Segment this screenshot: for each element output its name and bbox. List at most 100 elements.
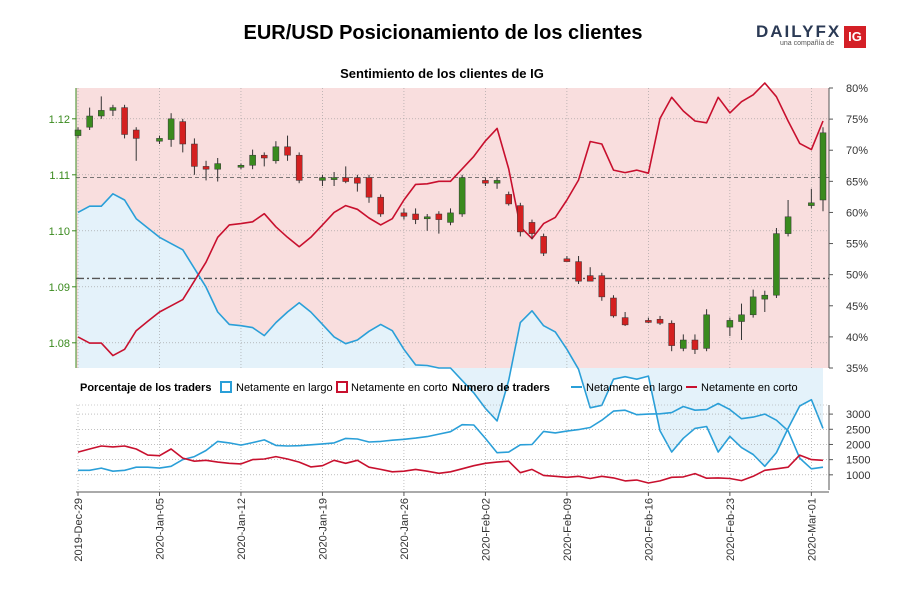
legend: Porcentaje de los traders Netamente en l… [80, 381, 798, 394]
percent-tick-label: 60% [846, 207, 868, 219]
traders-tick-label: 1500 [846, 455, 870, 467]
long-zone-background [78, 193, 823, 467]
percent-tick-label: 50% [846, 270, 868, 282]
percent-tick-label: 55% [846, 239, 868, 251]
candle-body [691, 339, 699, 350]
percent-tick-label: 45% [846, 301, 868, 313]
series-line-num-long [78, 402, 824, 473]
ig-logo-icon: IG [844, 26, 866, 48]
logo-brand-text: DAILYFX [756, 22, 842, 41]
date-tick-label: 2020-Feb-09 [562, 498, 574, 561]
candle-body [98, 110, 105, 117]
candle-body [377, 196, 384, 215]
price-tick-label: 1.10 [49, 226, 70, 238]
candle-body [773, 233, 780, 296]
chart-subtitle: Sentimiento de los clientes de IG [340, 66, 544, 81]
candle-body [505, 194, 512, 205]
legend-swatch-pct-long [220, 381, 232, 393]
price-tick-label: 1.11 [49, 170, 70, 182]
traders-tick-label: 2500 [846, 424, 870, 436]
series-line-pct-long [77, 193, 824, 468]
price-tick-label: 1.09 [49, 282, 70, 294]
candle-body [74, 129, 82, 136]
candle-body [167, 118, 175, 140]
candle-body [354, 177, 361, 184]
candle-body [447, 212, 454, 223]
price-tick-label: 1.12 [49, 114, 70, 126]
candle-body [319, 177, 326, 181]
date-tick-label: 2020-Feb-23 [725, 498, 737, 561]
candle-body [621, 317, 629, 326]
candle-body [703, 314, 710, 349]
candle-body [656, 319, 664, 324]
candle-body [295, 154, 303, 181]
candle-body [784, 216, 792, 234]
candle-body [761, 294, 769, 300]
date-axis: 2019-Dec-29 2020-Jan-05 2020-Jan-12 2020-Ja… [73, 491, 829, 562]
traders-tick-label: 1000 [846, 470, 870, 482]
candle-body [202, 166, 210, 170]
traders-tick-label: 3000 [846, 409, 870, 421]
candle-body [423, 216, 431, 220]
percent-tick-label: 40% [846, 332, 868, 344]
candle-body [517, 205, 524, 233]
page-title: EUR/USD Posicionamiento de los clientes [243, 22, 643, 44]
legend-label-num-long: Netamente en largo [586, 382, 683, 394]
candle-body [749, 296, 757, 316]
candle-body [435, 213, 443, 220]
candle-body [808, 202, 815, 206]
percent-tick-label: 80% [846, 83, 868, 95]
candle-body [191, 143, 198, 167]
percent-tick-label: 35% [846, 363, 868, 375]
candle-body [330, 177, 338, 180]
candle-body [645, 320, 652, 323]
traders-tick-label: 2000 [846, 439, 870, 451]
candle-body [237, 165, 245, 168]
traders-count-panel: 1000 1500 2000 2500 3000 [76, 402, 870, 490]
legend-label-num-short: Netamente en corto [701, 382, 798, 394]
candle-body [528, 222, 536, 234]
dailyfx-logo: DAILYFX una compañía de IG [756, 22, 868, 52]
price-tick-label: 1.08 [49, 338, 70, 350]
candle-body [598, 275, 606, 298]
candle-body [156, 138, 163, 142]
candle-body [365, 177, 373, 198]
candle-body [563, 258, 571, 262]
candle-body [261, 154, 268, 159]
series-line-num-short [77, 445, 824, 484]
price-sentiment-panel: 1.08 1.09 1.10 1.11 1.12 35% 40% 45% 50% 55% 60% 65… [49, 82, 868, 468]
candle-body [610, 297, 617, 317]
candle-body [726, 320, 734, 328]
date-tick-label: 2020-Mar-01 [806, 498, 818, 561]
candle-body [482, 180, 489, 184]
legend-title-percentage: Porcentaje de los traders [80, 382, 211, 394]
candle-body [342, 177, 349, 182]
percent-tick-label: 75% [846, 114, 868, 126]
legend-title-number: Numero de traders [452, 382, 550, 394]
candle-body [249, 154, 256, 166]
candle-body [586, 275, 594, 282]
candle-body [819, 132, 827, 201]
candle-body [668, 322, 675, 346]
percent-tick-label: 70% [846, 145, 868, 157]
candle-body [493, 180, 501, 184]
legend-swatch-pct-short [336, 381, 348, 393]
candle-body [179, 121, 187, 145]
date-tick-label: 2019-Dec-29 [73, 498, 85, 562]
candle-body [738, 314, 745, 322]
candle-body [132, 129, 140, 139]
candle-body [458, 177, 466, 215]
candle-body [109, 107, 117, 111]
date-tick-label: 2020-Jan-05 [154, 498, 166, 560]
series-line-pct-short [77, 82, 824, 357]
candle-body [400, 212, 408, 217]
candle-body [86, 115, 93, 128]
candle-body [272, 146, 280, 162]
date-tick-label: 2020-Jan-19 [317, 498, 329, 560]
percent-tick-label: 65% [846, 176, 868, 188]
date-tick-label: 2020-Jan-12 [236, 498, 248, 560]
legend-label-pct-short: Netamente en corto [351, 382, 448, 394]
logo-tagline: una compañía de [780, 40, 835, 47]
date-tick-label: 2020-Feb-16 [643, 498, 655, 561]
